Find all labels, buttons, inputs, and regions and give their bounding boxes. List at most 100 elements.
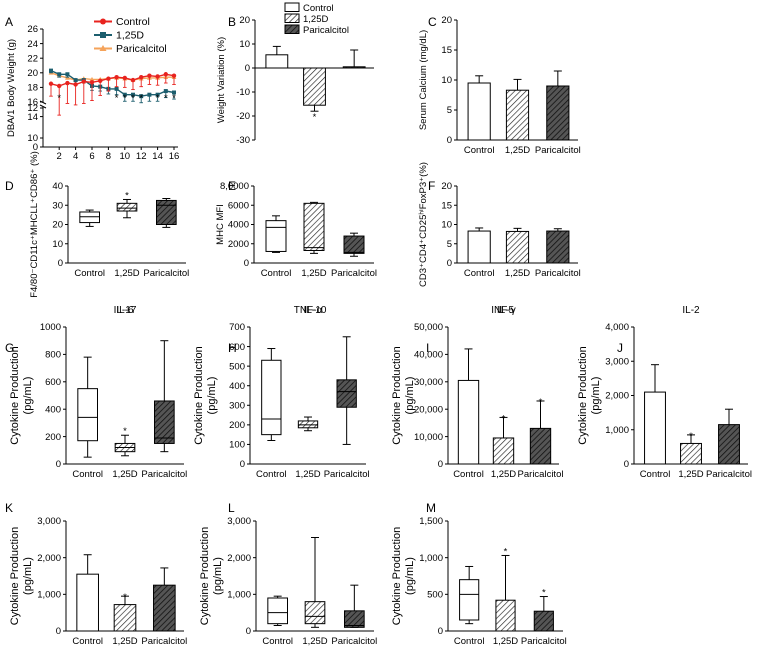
significance-star: * bbox=[172, 93, 176, 104]
x-category-label: Control bbox=[72, 469, 103, 480]
y-axis-label: Serum Calcium (mg/dL) bbox=[418, 30, 429, 130]
box bbox=[303, 202, 325, 251]
panel-letter: E bbox=[228, 179, 236, 193]
y-tick-label: 10,000 bbox=[414, 432, 443, 443]
panel-letter: L bbox=[228, 501, 235, 515]
x-category-label: Paricalcitol bbox=[141, 636, 187, 647]
x-category-label: Control bbox=[256, 469, 287, 480]
significance-star: * bbox=[689, 431, 693, 442]
x-category-label: 1,25D bbox=[295, 469, 320, 480]
x-category-label: Control bbox=[464, 268, 495, 279]
series-line bbox=[50, 69, 175, 97]
bar bbox=[153, 584, 176, 632]
data-point bbox=[147, 92, 152, 97]
y-tick-label: 30 bbox=[52, 200, 63, 211]
panel-letter: I bbox=[426, 341, 429, 355]
box bbox=[77, 388, 99, 442]
data-point bbox=[171, 73, 177, 78]
panel-f: F 0 5 10 15 20 CD3⁺CD4⁺CD25ʰⁱFoxP3⁺(%) Control 1… bbox=[418, 162, 581, 287]
panel-letter: F bbox=[428, 179, 435, 193]
y-tick-label: 3,000 bbox=[37, 516, 61, 527]
box bbox=[304, 601, 326, 625]
x-category-label: Paricalcitol bbox=[706, 469, 752, 480]
significance-star: * bbox=[123, 426, 127, 437]
significance-star: * bbox=[115, 93, 119, 104]
y-tick-label: 3,000 bbox=[227, 516, 251, 527]
bar bbox=[467, 230, 491, 264]
panel-letter: D bbox=[5, 179, 14, 193]
y-tick-label: 1,000 bbox=[37, 590, 61, 601]
y-axis-label: Cytokine Production bbox=[199, 527, 211, 625]
y-tick-label: 1000 bbox=[40, 322, 61, 333]
panel-k: K 0 1,000 2,000 3,000 IL-17 Cytokine Productio… bbox=[5, 305, 187, 647]
y-tick-label: 10 bbox=[441, 75, 452, 86]
bar bbox=[492, 437, 515, 465]
significance-star: * bbox=[125, 190, 129, 201]
x-category-label: Control bbox=[262, 636, 293, 647]
legend-label: Paricalcitol bbox=[116, 43, 167, 55]
data-point bbox=[114, 86, 119, 91]
data-point bbox=[122, 92, 127, 97]
y-tick-label: -10 bbox=[236, 87, 250, 98]
x-tick-label: 16 bbox=[169, 151, 180, 162]
x-category-label: Control bbox=[261, 268, 292, 279]
y-tick-label: 10 bbox=[239, 39, 250, 50]
y-axis-unit-label: (pg/mL) bbox=[22, 557, 34, 595]
data-point bbox=[49, 68, 53, 73]
box bbox=[344, 610, 365, 628]
y-axis-unit-label: (pg/mL) bbox=[404, 557, 416, 595]
bar bbox=[76, 573, 99, 632]
y-tick-label: 0 bbox=[245, 63, 250, 74]
data-point bbox=[172, 90, 176, 95]
x-category-label: Control bbox=[453, 469, 484, 480]
panel-title: INF-γ bbox=[491, 305, 515, 316]
y-axis-label: Cytokine Production bbox=[391, 346, 403, 444]
data-point bbox=[65, 72, 70, 77]
y-axis-label: DBA/1 Body Weight (g) bbox=[6, 39, 17, 137]
box bbox=[154, 400, 175, 444]
data-point bbox=[48, 81, 54, 86]
data-point bbox=[73, 78, 78, 83]
x-tick-label: 2 bbox=[57, 151, 62, 162]
data-point bbox=[57, 72, 62, 77]
panel-letter: K bbox=[5, 501, 13, 515]
box bbox=[459, 579, 480, 621]
data-point bbox=[114, 74, 119, 80]
significance-star: * bbox=[504, 546, 508, 557]
x-tick-label: 10 bbox=[120, 151, 131, 162]
panel-h: H 0 100 200 300 400 500 600 700 TNF-α Cytokine Pro… bbox=[193, 305, 370, 480]
y-tick-label: 200 bbox=[229, 420, 245, 431]
panel-letter: B bbox=[228, 15, 236, 29]
panel-letter: M bbox=[426, 501, 436, 515]
x-category-label: 1,25D bbox=[301, 268, 326, 279]
x-tick-label: 4 bbox=[73, 151, 78, 162]
y-tick-label: 30,000 bbox=[414, 377, 443, 388]
x-category-label: Control bbox=[640, 469, 671, 480]
significance-star: * bbox=[164, 93, 168, 104]
y-axis-unit-label: (pg/mL) bbox=[404, 377, 416, 415]
x-category-label: Paricalcitol bbox=[324, 469, 370, 480]
y-axis-label: Cytokine Production bbox=[193, 346, 205, 444]
legend-marker bbox=[99, 45, 107, 51]
y-tick-label: 8,0000 bbox=[220, 181, 249, 192]
y-axis-unit-label: (pg/mL) bbox=[212, 557, 224, 595]
data-point bbox=[122, 75, 128, 81]
bar bbox=[546, 85, 570, 141]
x-tick-label: 8 bbox=[106, 151, 111, 162]
significance-star: * bbox=[156, 93, 160, 104]
legend-marker bbox=[100, 32, 106, 38]
bar bbox=[342, 66, 366, 69]
y-tick-label: 400 bbox=[45, 404, 61, 415]
legend-swatch bbox=[284, 2, 300, 12]
y-tick-label: 700 bbox=[229, 322, 245, 333]
legend-swatch bbox=[284, 24, 300, 34]
y-tick-label: 12 bbox=[27, 103, 38, 114]
x-category-label: 1,25D bbox=[491, 469, 516, 480]
bar bbox=[644, 391, 666, 465]
panel-j: J 0 1,000 2,000 3,000 4,000 IL-2 Cytokine Produ… bbox=[577, 305, 752, 480]
y-tick-label: -30 bbox=[236, 135, 250, 146]
data-point bbox=[73, 82, 78, 87]
